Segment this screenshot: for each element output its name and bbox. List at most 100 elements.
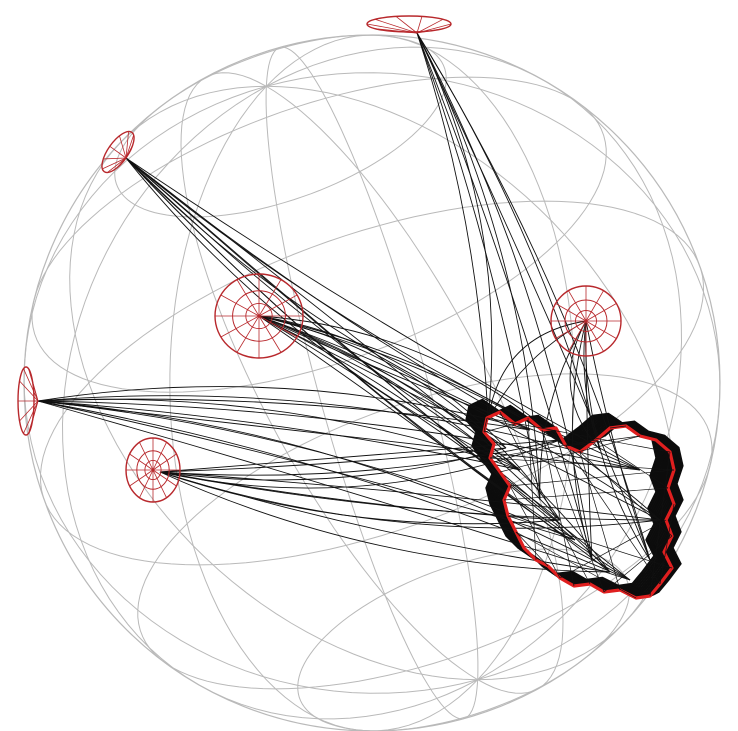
contour-chord [499,435,641,473]
cone-spoke [374,18,418,34]
cone-spoke [19,400,39,422]
cone-spoke [585,320,617,339]
cone-spoke [568,290,587,322]
contour-chord [527,417,537,561]
cone-spoke [152,469,167,498]
cone-spoke [416,23,452,34]
connection-arc [125,157,531,431]
contour-chord [489,439,597,459]
contour-chord [509,485,561,579]
cone-spoke [258,315,298,338]
contour-chord [565,435,641,447]
cone-spoke [258,279,282,317]
cone-spoke [416,18,444,34]
contour-chord [486,417,671,453]
connection-arc [416,32,593,561]
connection-arc [159,439,561,473]
cone-spoke [32,380,39,402]
cone-spoke [585,303,617,322]
connection-arc [571,320,593,561]
contour-chord [649,451,671,597]
connection-arc [258,315,611,573]
contour-chord [609,425,627,429]
connection-arc [416,32,493,421]
connection-arc [258,315,507,449]
cone-spoke [23,368,39,402]
connection-arc [37,398,531,431]
cone-spoke [23,400,39,434]
connection-arc [159,471,661,521]
cone-spoke [568,320,587,352]
connection-arc [159,447,507,481]
connection-arc [159,471,611,573]
grid-parallel [137,373,713,690]
contour-chord [659,503,675,585]
cone-spoke [258,315,282,353]
contour-band [465,398,684,600]
connection-arc [258,315,507,449]
grid-meridian [180,72,564,694]
cone-spoke [416,28,444,34]
connection-arc [159,439,561,476]
connection-arc [258,315,611,573]
cone-spoke [220,315,260,338]
cone-spoke [119,135,127,159]
cone-spoke [107,157,127,173]
connection-arc [37,386,531,431]
cone-spoke [109,145,127,159]
grid-meridian [169,34,575,731]
contour-chord [503,487,669,501]
contour-chord [579,451,673,537]
contour-chord [483,417,488,433]
connection-arc [37,400,641,471]
cone-spoke [555,303,587,322]
cone-spoke [152,442,167,471]
contour-chord [595,439,669,489]
connection-arc [258,315,561,441]
connection-arc [37,400,576,541]
cone-spoke [125,131,129,159]
grid-meridian [265,46,479,720]
connection-arc [125,157,521,471]
sphere-outline [23,34,721,731]
contour-chord [541,429,575,587]
cone-markers [17,15,622,503]
cone-spoke [125,134,135,159]
connection-arc [416,32,593,561]
connection-arc [569,320,601,451]
grid-parallel [297,548,630,731]
connection-arc [258,315,561,441]
cone-spoke [102,157,127,170]
band-slice [603,420,684,596]
connection-arc [416,32,601,451]
connection-arc [159,471,611,573]
cone-spoke [416,16,423,34]
contour-chord [499,411,591,585]
grid-meridian [69,85,675,681]
contour-chord [515,531,549,567]
cone-spoke [366,23,418,34]
cone-lower-left [125,437,181,503]
connection-arc [37,400,641,471]
connection-arc [159,471,661,521]
connection-arc [416,32,489,421]
cone-spoke [585,290,604,322]
cone-spoke [555,320,587,339]
cone-top [366,15,452,34]
cone-spoke [139,469,154,498]
sphere-grid [23,34,721,731]
connection-arc [258,315,561,521]
cone-spoke [220,294,260,317]
connection-arc [487,320,587,421]
cone-spoke [236,315,260,353]
cone-spoke [19,380,39,402]
connection-arc [258,315,611,573]
connection-arc [159,471,661,529]
contour-chord [603,535,673,593]
cone-upper-left [101,130,135,174]
contour-chord [579,451,621,591]
connection-arc [583,320,601,451]
contour-chord [483,423,516,433]
cone-center-left [214,273,304,359]
